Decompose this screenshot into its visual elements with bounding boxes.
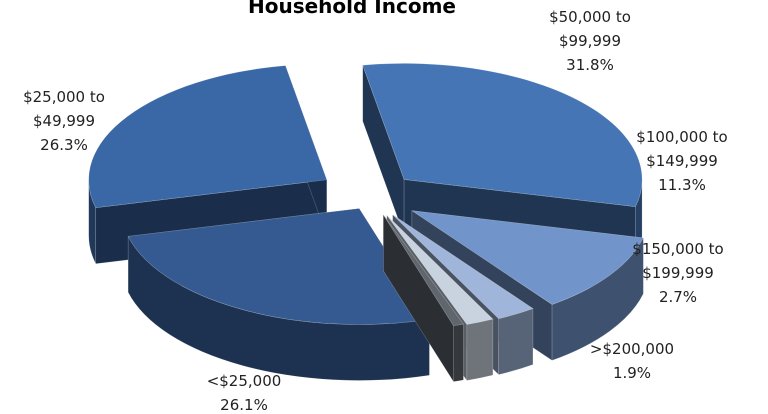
slice-top-2 (392, 214, 534, 320)
slice-side-4-1 (383, 213, 454, 383)
slice-label-line: 2.7% (659, 288, 697, 306)
slice-label-line: $149,999 (646, 152, 718, 170)
slice-label-line: $150,000 to (632, 240, 723, 258)
slice-top-3 (386, 215, 494, 325)
slice-label-1: $100,000 to $149,999 11.3% (636, 128, 727, 194)
slice-label-line: 31.8% (566, 56, 614, 74)
slice-label-line: <$25,000 (207, 372, 282, 390)
slice-edge-4-0 (453, 323, 464, 382)
slice-top-6 (88, 65, 328, 209)
slice-label-line: 11.3% (658, 176, 706, 194)
slice-label-6: $25,000 to $49,999 26.3% (23, 88, 105, 154)
slice-label-3: >$200,000 1.9% (590, 340, 674, 382)
pie-layer (88, 63, 644, 383)
slice-label-line: 26.1% (220, 396, 268, 414)
slice-edge-2-0 (498, 308, 534, 376)
slice-label-line: $50,000 to (549, 8, 631, 26)
slice-label-2: $150,000 to $199,999 2.7% (632, 240, 723, 306)
slice-label-line: $49,999 (33, 112, 95, 130)
chart-title: Household Income (248, 0, 456, 18)
pie-slice-5 (127, 207, 430, 381)
slice-top-1 (411, 210, 644, 305)
slice-top-5 (127, 208, 430, 325)
slice-top-0 (362, 63, 643, 207)
slice-top-4 (383, 214, 464, 326)
label-layer: $50,000 to $99,999 31.8% $100,000 to $149,99… (23, 8, 728, 414)
slice-label-line: 1.9% (613, 364, 651, 382)
slice-label-line: >$200,000 (590, 340, 674, 358)
slice-label-line: $199,999 (642, 264, 714, 282)
slice-label-5: <$25,000 26.1% (207, 372, 282, 414)
pie-slice-4 (383, 213, 464, 383)
slice-label-line: 26.3% (40, 136, 88, 154)
slice-label-line: $99,999 (559, 32, 621, 50)
slice-label-0: $50,000 to $99,999 31.8% (549, 8, 631, 74)
slice-label-line: $100,000 to (636, 128, 727, 146)
slice-label-line: $25,000 to (23, 88, 105, 106)
slice-edge-3-0 (466, 318, 494, 381)
